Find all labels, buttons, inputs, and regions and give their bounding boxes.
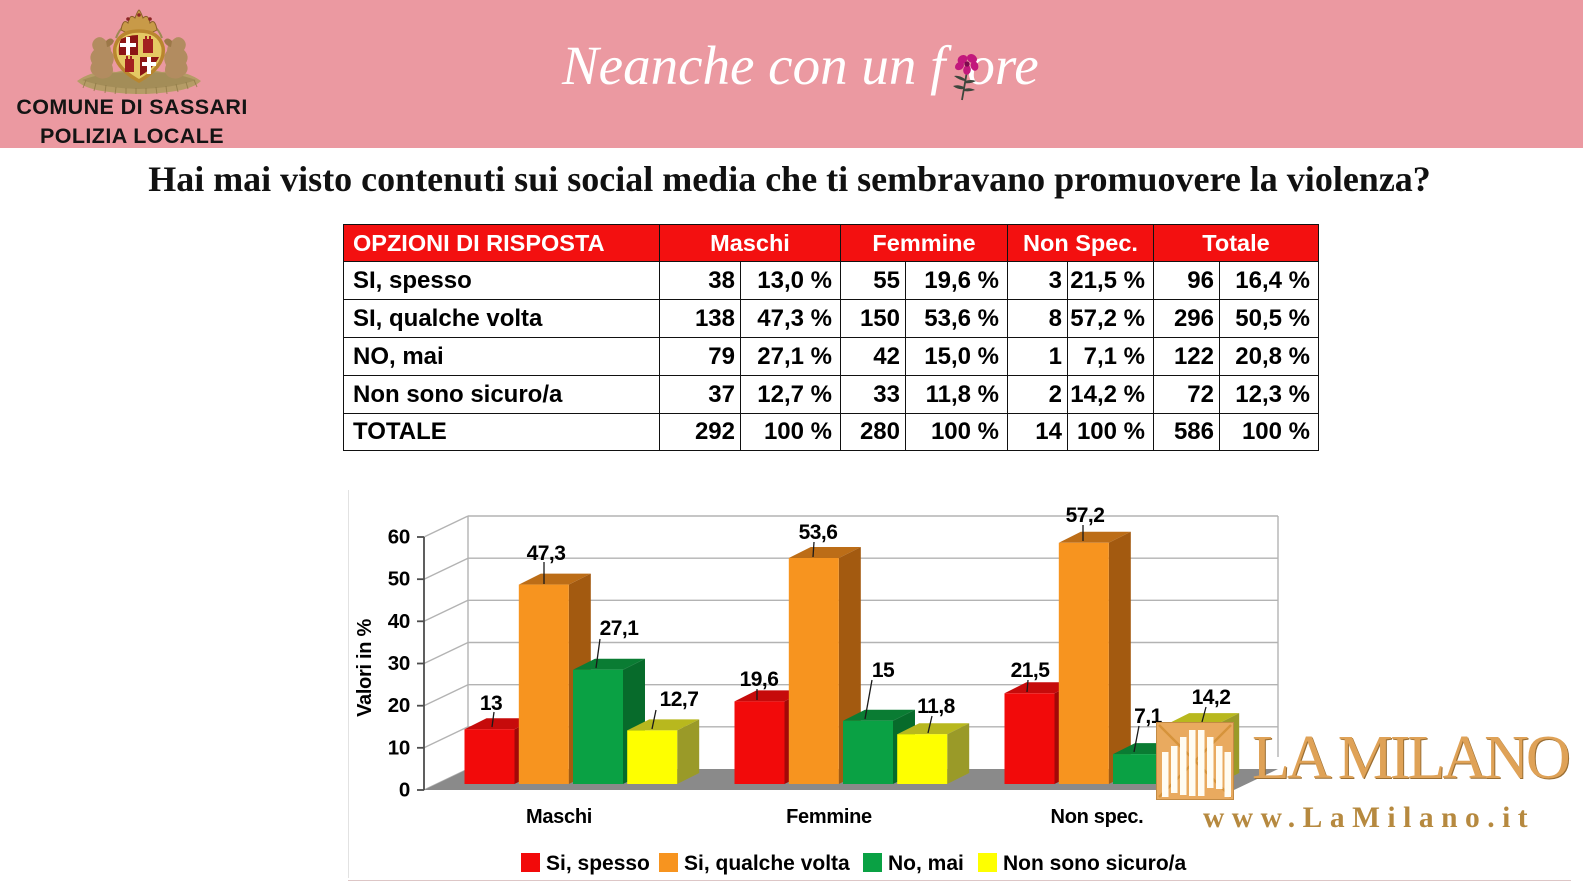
svg-text:50: 50 xyxy=(388,568,410,591)
svg-text:14,2: 14,2 xyxy=(1192,686,1231,709)
svg-text:Valori in %: Valori in % xyxy=(354,619,376,717)
svg-text:Femmine: Femmine xyxy=(786,806,872,828)
svg-text:20: 20 xyxy=(388,694,410,717)
svg-text:11,8: 11,8 xyxy=(917,695,956,718)
svg-text:15: 15 xyxy=(872,659,895,682)
svg-text:10: 10 xyxy=(388,736,410,759)
svg-text:19,6: 19,6 xyxy=(740,668,779,691)
svg-text:40: 40 xyxy=(388,610,410,633)
svg-text:No, mai: No, mai xyxy=(888,852,964,875)
svg-text:13: 13 xyxy=(480,692,502,715)
svg-text:Maschi: Maschi xyxy=(526,806,592,828)
svg-text:Si, qualche volta: Si, qualche volta xyxy=(684,852,850,875)
svg-text:Si, spesso: Si, spesso xyxy=(546,852,650,875)
svg-text:0: 0 xyxy=(399,779,410,802)
svg-text:57,2: 57,2 xyxy=(1066,504,1105,527)
svg-text:30: 30 xyxy=(388,652,410,675)
svg-text:Non sono sicuro/a: Non sono sicuro/a xyxy=(1003,852,1187,875)
svg-text:21,5: 21,5 xyxy=(1011,659,1051,682)
svg-text:53,6: 53,6 xyxy=(799,521,838,544)
svg-text:60: 60 xyxy=(388,526,410,549)
svg-text:27,1: 27,1 xyxy=(600,617,640,640)
svg-text:12,7: 12,7 xyxy=(660,688,699,711)
svg-text:47,3: 47,3 xyxy=(527,542,566,565)
svg-text:Non spec.: Non spec. xyxy=(1051,806,1144,828)
